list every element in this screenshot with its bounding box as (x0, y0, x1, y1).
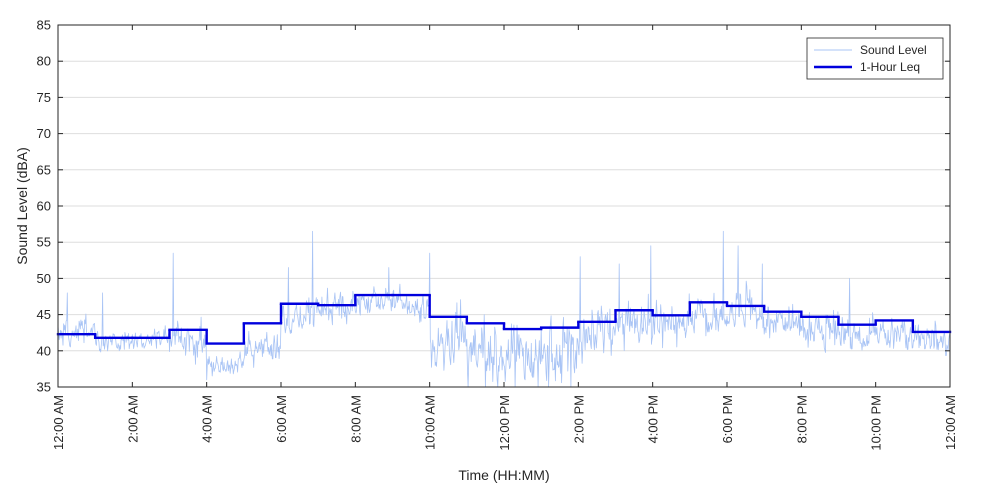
y-tick-label: 70 (37, 126, 51, 141)
legend: Sound Level 1-Hour Leq (806, 37, 944, 80)
x-tick-label: 12:00 AM (51, 395, 66, 450)
x-tick-label: 6:00 PM (720, 395, 735, 443)
x-tick-label: 12:00 AM (943, 395, 958, 450)
x-axis-label: Time (HH:MM) (458, 467, 549, 483)
y-tick-label: 40 (37, 343, 51, 358)
x-tick-label: 12:00 PM (497, 395, 512, 451)
x-tick-label: 2:00 PM (571, 395, 586, 443)
y-tick-label: 35 (37, 380, 51, 395)
legend-box (806, 37, 944, 80)
y-axis-ticks: 35 40 45 50 55 60 65 70 75 80 85 (37, 18, 950, 395)
x-tick-label: 4:00 PM (646, 395, 661, 443)
y-tick-label: 80 (37, 54, 51, 69)
x-tick-label: 6:00 AM (274, 395, 289, 443)
x-tick-label: 10:00 PM (869, 395, 884, 451)
y-tick-label: 55 (37, 235, 51, 250)
legend-label-sound-level: Sound Level (860, 43, 927, 57)
x-axis-ticks: 12:00 AM 2:00 AM 4:00 AM 6:00 AM 8:00 AM 10:0… (51, 25, 958, 451)
series-1-hour-leq (56, 293, 952, 345)
y-tick-label: 65 (37, 162, 51, 177)
x-tick-label: 10:00 AM (423, 395, 438, 450)
x-tick-label: 8:00 PM (794, 395, 809, 443)
y-axis-label: Sound Level (dBA) (14, 147, 30, 265)
y-tick-label: 50 (37, 271, 51, 286)
x-tick-label: 4:00 AM (200, 395, 215, 443)
y-tick-label: 60 (37, 199, 51, 214)
series-sound-level (57, 230, 951, 388)
legend-label-1-hour-leq: 1-Hour Leq (860, 60, 920, 74)
y-tick-label: 45 (37, 307, 51, 322)
x-tick-label: 2:00 AM (125, 395, 140, 443)
y-tick-label: 85 (37, 18, 51, 33)
grid-lines (58, 60, 950, 352)
sound-level-trace (57, 230, 951, 388)
x-tick-label: 8:00 AM (348, 395, 363, 443)
y-tick-label: 75 (37, 90, 51, 105)
